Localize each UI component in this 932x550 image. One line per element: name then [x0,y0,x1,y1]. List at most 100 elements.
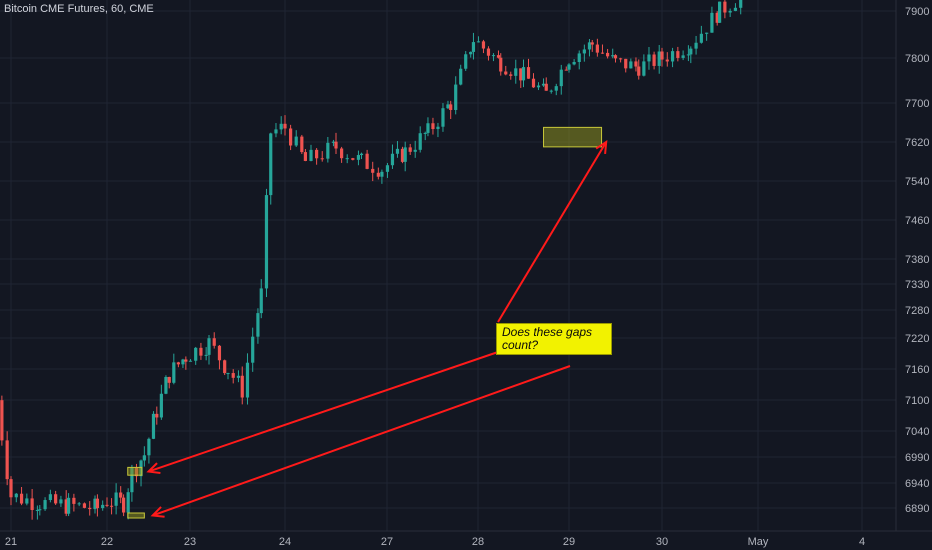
candle-body [454,84,458,110]
candle-body [105,504,109,506]
candle-body [326,142,330,159]
y-tick-label: 7700 [905,98,929,110]
gap-box[interactable] [127,512,145,519]
candle-body [212,338,216,346]
price-axis-labels: 6890 6940 6990 7040 7100 7160 7220 7280 7330 7380… [905,6,929,515]
candle-body [164,376,168,394]
candle-body [431,123,435,130]
candle-body [245,362,250,398]
y-tick-label: 7900 [905,6,929,18]
candle-body [226,373,230,375]
candle-body [194,347,198,361]
candle-body [25,498,29,504]
candle-body [572,62,576,65]
candle-body [634,61,638,67]
candle-body [739,0,743,8]
time-axis-labels: 21 22 23 24 27 28 29 30 May 4 [5,536,865,548]
candle-body [43,500,47,510]
candle-body [251,336,255,363]
candle-body [526,67,531,79]
candle-body [469,51,473,55]
candle-body [48,494,52,501]
gap-boxes [127,126,603,519]
candle-body [449,104,453,110]
candle-body [705,32,709,34]
annotation-note[interactable]: Does these gaps count? [496,323,612,355]
candle-body [499,57,503,72]
candle-body [676,51,680,58]
candle-body [77,503,81,505]
y-tick-label: 7380 [905,254,929,266]
candle-body [82,503,87,508]
candle-body [376,172,380,177]
candle-body [30,498,34,510]
candle-body [611,55,615,57]
candle-body [418,133,422,150]
gap-box[interactable] [543,126,603,148]
x-tick-label: 24 [279,536,291,548]
candle-body [365,153,369,169]
candle-body [309,149,313,161]
candle-body [710,12,714,33]
candle-body [240,375,244,398]
candle-body [351,158,355,160]
candle-body [436,126,440,130]
candle-body [371,168,375,173]
candle-body [72,497,76,504]
candle-body [19,493,24,504]
candle-body [491,55,496,57]
candle-body [167,376,171,383]
candle-body [385,165,390,172]
candle-body [509,74,513,76]
candle-body [728,10,732,13]
candle-body [331,141,336,143]
candle-body [647,54,651,62]
y-tick-label: 7280 [905,305,929,317]
candle-body [67,497,71,514]
candle-body [204,354,208,356]
annotation-arrow-head [146,462,161,474]
y-tick-label: 6990 [905,452,929,464]
candle-body [459,68,463,85]
candle-body [119,492,123,498]
candle-body [300,136,304,153]
y-tick-label: 7160 [905,364,929,376]
candle-body [359,153,364,156]
candle-body [660,51,664,60]
candle-body [289,128,293,146]
candle-body [619,58,623,60]
candle-body [256,313,260,337]
candle-body [481,41,486,49]
candle-body [504,71,508,75]
candle-body [315,149,319,159]
candle-body [723,1,727,13]
candle-body [345,158,349,160]
candle-body [95,498,99,509]
y-tick-label: 6890 [905,503,929,515]
candle-body [694,42,698,49]
candle-body [486,48,491,56]
candle-body [101,504,105,509]
candle-body [642,61,646,76]
x-tick-label: 27 [381,536,393,548]
candle-body [423,132,427,134]
candle-body [564,69,568,71]
candle-body [236,375,241,378]
annotation-arrow-line [497,141,608,323]
candle-body [340,148,344,159]
candle-body [151,413,156,439]
candle-body [652,54,656,66]
candle-body [142,455,146,461]
annotation-arrow-head [150,506,165,518]
candle-body [665,59,669,62]
candle-body [259,288,263,314]
y-tick-label: 7620 [905,137,929,149]
x-tick-label: 21 [5,536,17,548]
candle-body [176,362,180,365]
candle-body [380,171,384,177]
candle-body [496,55,501,58]
candle-body [184,359,188,362]
candle-body [356,155,361,160]
candle-body [130,467,134,493]
gap-box[interactable] [127,466,143,476]
